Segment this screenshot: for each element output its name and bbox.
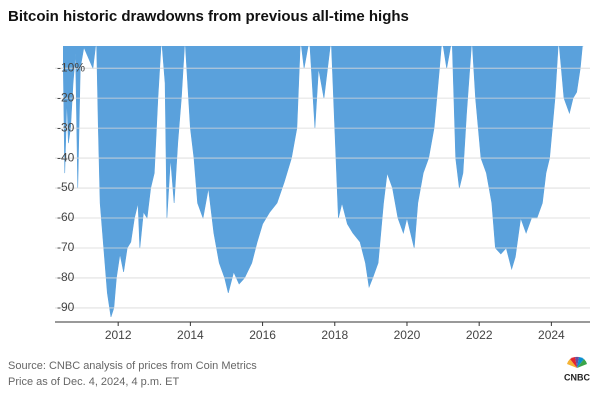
x-tick-label: 2012	[105, 328, 132, 342]
x-tick-label: 2014	[177, 328, 204, 342]
y-tick-label: -30	[57, 120, 75, 134]
y-tick-label: -70	[57, 240, 75, 254]
y-tick-label: -60	[57, 210, 75, 224]
x-tick-label: 2020	[394, 328, 421, 342]
y-tick-label: -40	[57, 150, 75, 164]
area	[63, 46, 584, 317]
x-tick-label: 2024	[538, 328, 565, 342]
y-tick-label: -10%	[57, 60, 85, 74]
y-tick-label: -80	[57, 270, 75, 284]
x-tick-label: 2018	[321, 328, 348, 342]
note: Price as of Dec. 4, 2024, 4 p.m. ET	[8, 376, 179, 388]
y-tick-label: -90	[57, 300, 75, 314]
logo-icon	[567, 356, 587, 368]
logo: CNBC	[564, 372, 590, 382]
source: Source: CNBC analysis of prices from Coi…	[8, 360, 257, 372]
y-tick-label: -20	[57, 90, 75, 104]
chart-title: Bitcoin historic drawdowns from previous…	[8, 8, 409, 25]
plot-area	[63, 46, 584, 317]
x-tick-label: 2016	[249, 328, 276, 342]
x-tick-label: 2022	[466, 328, 493, 342]
y-tick-label: -50	[57, 180, 75, 194]
